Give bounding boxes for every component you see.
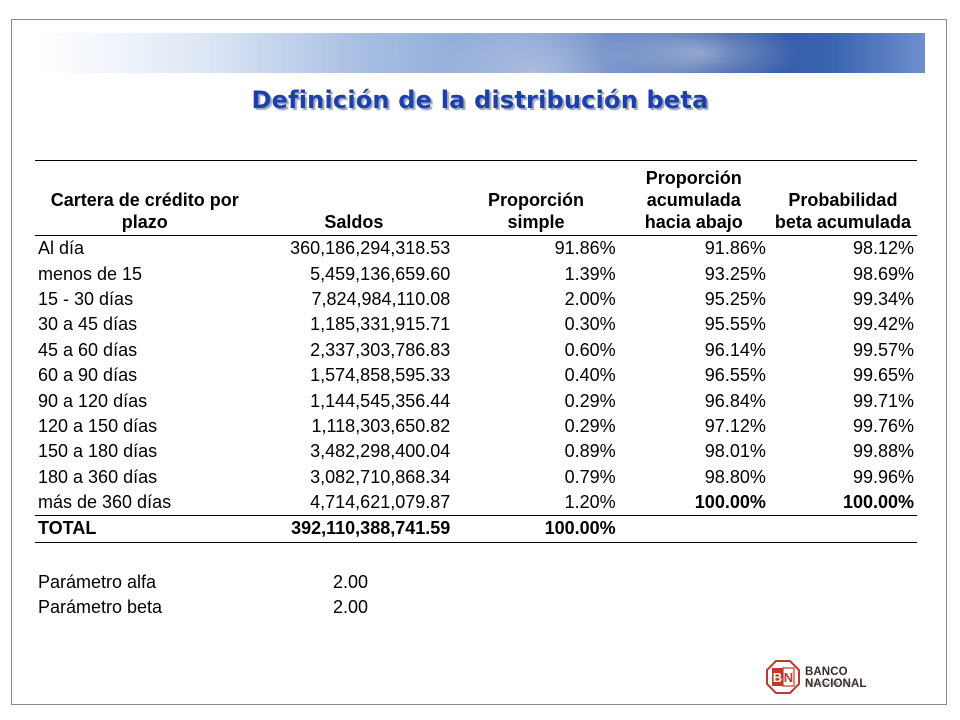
param-label: Parámetro alfa <box>38 572 157 592</box>
param-label: Parámetro beta <box>38 597 163 617</box>
header-proporcion-acumulada: Proporción acumulada hacia abajo <box>618 160 769 236</box>
table-row: 30 a 45 días 1,185,331,915.71 0.30% 95.55% 9… <box>35 312 917 337</box>
cell-plazo: Al día <box>38 238 85 259</box>
table-row: Al día 360,186,294,318.53 91.86% 91.86% 98.1… <box>35 236 917 262</box>
cell-saldo: 360,186,294,318.53 <box>290 238 451 259</box>
table-row: menos de 15 5,459,136,659.60 1.39% 93.25% 98… <box>35 261 917 286</box>
cell-proporcion-simple: 2.00% <box>564 288 616 309</box>
cell-proporcion-simple: 91.86% <box>554 238 616 259</box>
banco-nacional-logo: B N BANCO NACIONAL MÁS CERCA DE USTED <box>766 660 906 694</box>
cell-probabilidad-beta: 99.71% <box>852 390 914 411</box>
cell-saldo: 1,185,331,915.71 <box>310 314 451 335</box>
cell-probabilidad-beta: 99.96% <box>852 466 914 487</box>
cell-saldo: 5,459,136,659.60 <box>310 263 451 284</box>
cell-proporcion-acumulada: 95.25% <box>704 288 766 309</box>
cell-proporcion-acumulada: 97.12% <box>704 415 766 436</box>
cell-proporcion-simple: 0.40% <box>564 365 616 386</box>
cell-proporcion-acumulada: 96.55% <box>704 365 766 386</box>
cell-saldo: 7,824,984,110.08 <box>311 288 451 309</box>
cell-proporcion-acumulada: 96.84% <box>704 390 766 411</box>
cell-plazo: 180 a 360 días <box>38 466 158 487</box>
cell-proporcion-simple: 1.39% <box>564 263 616 284</box>
cell-proporcion-simple: 0.89% <box>564 441 616 462</box>
header-proporcion-simple: Proporción simple <box>453 160 619 236</box>
header-banner <box>40 33 925 73</box>
monogram-n: N <box>784 670 793 685</box>
slide-title: Definición de la distribución beta <box>251 86 709 114</box>
table-row: 60 a 90 días 1,574,858,595.33 0.40% 96.55% 9… <box>35 363 917 388</box>
table-row: más de 360 días 4,714,621,079.87 1.20% 100.… <box>35 490 917 516</box>
cell-saldo: 1,574,858,595.33 <box>310 365 451 386</box>
cell-plazo: 90 a 120 días <box>38 390 148 411</box>
table-row: 15 - 30 días 7,824,984,110.08 2.00% 95.25% 9… <box>35 287 917 312</box>
total-label: TOTAL <box>35 515 255 543</box>
cell-proporcion-acumulada: 98.01% <box>704 441 766 462</box>
cell-saldo: 1,118,303,650.82 <box>311 415 451 436</box>
cell-probabilidad-beta: 100.00% <box>842 492 914 513</box>
table-row: 180 a 360 días 3,082,710,868.34 0.79% 98.80… <box>35 465 917 490</box>
cell-proporcion-simple: 0.30% <box>564 314 616 335</box>
table-row: 90 a 120 días 1,144,545,356.44 0.29% 96.84%… <box>35 388 917 413</box>
cell-saldo: 4,714,621,079.87 <box>310 492 451 513</box>
cell-proporcion-simple: 0.79% <box>564 466 616 487</box>
cell-proporcion-simple: 1.20% <box>564 492 616 513</box>
cell-probabilidad-beta: 98.12% <box>852 238 914 259</box>
cell-proporcion-acumulada: 91.86% <box>704 238 766 259</box>
header-saldos: Saldos <box>254 160 454 236</box>
cell-proporcion-acumulada: 95.55% <box>704 314 766 335</box>
logo-name: BANCO NACIONAL <box>805 666 867 690</box>
cell-probabilidad-beta: 99.42% <box>852 314 914 335</box>
cell-proporcion-acumulada: 100.00% <box>694 492 766 513</box>
cell-proporcion-acumulada: 96.14% <box>704 339 766 360</box>
cell-proporcion-simple: 0.29% <box>564 415 616 436</box>
cell-plazo: 150 a 180 días <box>38 441 158 462</box>
cell-proporcion-acumulada: 98.80% <box>704 466 766 487</box>
param-value: 2.00 <box>333 572 369 592</box>
cell-plazo: 120 a 150 días <box>38 415 158 436</box>
cell-proporcion-simple: 0.60% <box>564 339 616 360</box>
cell-plazo: más de 360 días <box>38 492 172 513</box>
cell-plazo: 60 a 90 días <box>38 365 138 386</box>
table-row: 120 a 150 días 1,118,303,650.82 0.29% 97.12… <box>35 414 917 439</box>
param-row-alfa: Parámetro alfa 2.00 <box>38 570 398 595</box>
cell-proporcion-simple: 0.29% <box>564 390 616 411</box>
cell-plazo: 45 a 60 días <box>38 339 138 360</box>
cell-saldo: 392,110,388,741.59 <box>254 515 454 543</box>
monogram-b: B <box>773 670 782 685</box>
cell-plazo: menos de 15 <box>38 263 143 284</box>
table-row: 150 a 180 días 3,482,298,400.04 0.89% 98.01… <box>35 439 917 464</box>
cell-probabilidad-beta: 99.34% <box>852 288 914 309</box>
globe-graphic <box>370 33 750 73</box>
cell-plazo: 30 a 45 días <box>38 314 138 335</box>
slide-frame <box>11 19 947 705</box>
cell-saldo: 3,082,710,868.34 <box>310 466 451 487</box>
cell-probabilidad-beta: 98.69% <box>852 263 914 284</box>
banner-glow <box>600 33 800 73</box>
param-value: 2.00 <box>333 597 369 617</box>
cell-probabilidad-beta: 99.88% <box>852 441 914 462</box>
cell-probabilidad-beta: 99.57% <box>852 339 914 360</box>
cell-proporcion-acumulada: 93.25% <box>704 263 766 284</box>
table-header-row: Cartera de crédito por plazo Saldos Prop… <box>35 160 917 236</box>
logo-tagline: MÁS CERCA DE USTED <box>805 681 856 686</box>
header-probabilidad-beta: Probabilidad beta acumulada <box>768 160 917 236</box>
param-row-beta: Parámetro beta 2.00 <box>38 595 398 620</box>
cell-plazo: 15 - 30 días <box>38 288 134 309</box>
total-row: TOTAL 392,110,388,741.59 100.00% <box>35 515 917 543</box>
cell-saldo: 3,482,298,400.04 <box>310 441 451 462</box>
header-cartera: Cartera de crédito por plazo <box>35 160 255 236</box>
cell-saldo: 2,337,303,786.83 <box>310 339 451 360</box>
table-row: 45 a 60 días 2,337,303,786.83 0.60% 96.14% 9… <box>35 338 917 363</box>
cell-probabilidad-beta: 99.65% <box>852 365 914 386</box>
parameters-block: Parámetro alfa 2.00 Parámetro beta 2.00 <box>38 570 398 620</box>
bn-monogram-icon: B N <box>766 660 800 694</box>
cell-proporcion-acumulada <box>618 515 769 543</box>
distribution-table: Cartera de crédito por plazo Saldos Prop… <box>35 160 917 543</box>
cell-probabilidad-beta: 99.76% <box>852 415 914 436</box>
cell-probabilidad-beta <box>768 515 917 543</box>
cell-saldo: 1,144,545,356.44 <box>310 390 451 411</box>
cell-proporcion-simple: 100.00% <box>453 515 619 543</box>
